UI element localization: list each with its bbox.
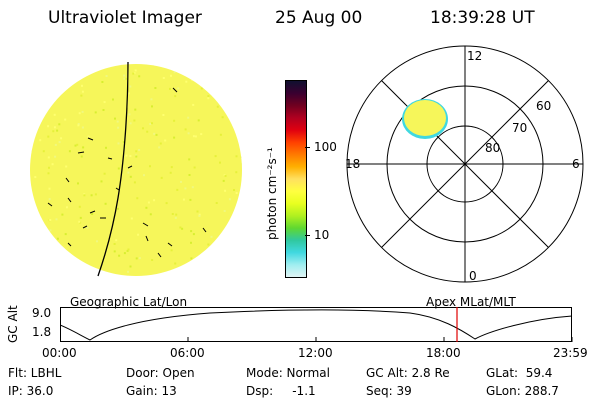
clock-label-6: 6 — [572, 157, 580, 171]
colorbar-tick-mark-100 — [305, 147, 310, 148]
info-mode: Mode: Normal — [246, 366, 330, 380]
uv-image-panel — [30, 61, 242, 277]
aurora-patch — [402, 99, 448, 139]
projection-label-apex: Apex MLat/MLT — [426, 295, 516, 309]
colorbar-tick-100: 100 — [314, 140, 337, 154]
lat-label-70: 70 — [512, 121, 527, 135]
instrument-title: Ultraviolet Imager — [48, 8, 202, 28]
info-gc-alt: GC Alt: 2.8 Re — [366, 366, 450, 380]
time-tick-1800: 18:00 — [426, 346, 461, 360]
polar-plot: 12 6 0 18 60 70 80 — [345, 45, 584, 283]
time-tick-0000: 00:00 — [42, 346, 77, 360]
info-glat: GLat: 59.4 — [486, 366, 553, 380]
info-ip: IP: 36.0 — [8, 384, 54, 398]
info-gain: Gain: 13 — [126, 384, 177, 398]
clock-label-0: 0 — [469, 269, 477, 283]
clock-label-18: 18 — [345, 157, 360, 171]
clock-label-12: 12 — [467, 49, 482, 63]
altitude-axis-label: GC Alt — [6, 305, 20, 343]
earth-disk — [30, 64, 242, 276]
altitude-plot-frame — [60, 307, 572, 342]
colorbar-tick-10: 10 — [314, 228, 330, 242]
info-glon: GLon: 288.7 — [486, 384, 559, 398]
coastline-fragments — [47, 87, 207, 258]
meridian-diag-2 — [381, 80, 549, 248]
colorbar — [285, 80, 307, 278]
time-label: 18:39:28 UT — [430, 8, 535, 28]
time-tick-1200: 12:00 — [298, 346, 333, 360]
time-tick-0600: 06:00 — [170, 346, 205, 360]
lat-label-60: 60 — [536, 99, 551, 113]
info-seq: Seq: 39 — [366, 384, 412, 398]
altitude-y-tick-1.8: 1.8 — [32, 325, 52, 339]
lat-label-80: 80 — [485, 141, 500, 155]
time-tick-2359: 23:59 — [553, 346, 588, 360]
date-label: 25 Aug 00 — [275, 8, 363, 28]
projection-label-geographic: Geographic Lat/Lon — [70, 295, 188, 309]
colorbar-tick-mark-10 — [305, 235, 310, 236]
terminator-line — [97, 61, 129, 277]
altitude-curve — [60, 309, 573, 341]
info-door: Door: Open — [126, 366, 195, 380]
colorbar-label: photon cm⁻²s⁻¹ — [265, 147, 279, 240]
info-dsp: Dsp: -1.1 — [246, 384, 316, 398]
info-filter: Flt: LBHL — [8, 366, 62, 380]
altitude-y-tick-9: 9.0 — [32, 306, 52, 320]
altitude-plot — [60, 307, 573, 342]
